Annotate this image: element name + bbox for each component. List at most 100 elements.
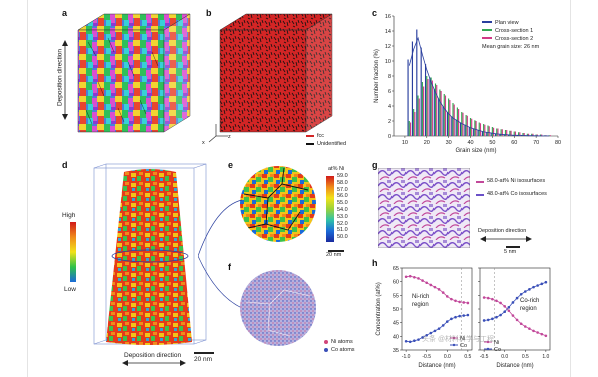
scale-label-g: 5 nm: [504, 249, 517, 255]
bar: [481, 131, 483, 136]
panel-f-legend: Ni atoms Co atoms: [324, 338, 355, 354]
bar: [514, 131, 517, 136]
bar: [469, 118, 472, 136]
y-tick-label: 0: [388, 134, 391, 140]
bar: [413, 109, 415, 136]
bar: [436, 85, 438, 136]
data-point: [425, 281, 429, 285]
bar: [508, 134, 510, 136]
panel-letter-g: g: [372, 160, 378, 170]
cbar-tick: 53.0: [337, 213, 348, 220]
deposition-arrow: [62, 40, 68, 120]
data-point: [491, 297, 494, 301]
x-tick-label: 20: [424, 140, 430, 146]
y-tick-label: 4: [388, 104, 391, 110]
legend-label: Co: [494, 347, 501, 353]
bar: [499, 134, 501, 136]
data-point: [454, 315, 457, 319]
bar: [439, 89, 441, 136]
bar: [458, 109, 460, 136]
bar: [426, 76, 428, 136]
bar: [418, 98, 420, 136]
y-tick-label: 45: [393, 321, 399, 327]
region-label: region: [412, 302, 429, 308]
data-point: [450, 297, 453, 301]
co-atoms-label: Co atoms: [331, 347, 355, 353]
data-point: [437, 288, 441, 291]
series-line: [484, 281, 547, 321]
mean-grain-size-annotation: Mean grain size: 26 nm: [482, 44, 540, 50]
data-point: [523, 290, 527, 293]
bar: [510, 130, 512, 136]
axis-z-label: z: [228, 134, 231, 140]
bar: [500, 129, 502, 136]
bar: [449, 100, 451, 136]
co-iso-label: 48.0-at% Co isosurfaces: [487, 191, 547, 197]
bar: [477, 130, 479, 136]
cbar-tick: 52.0: [337, 220, 348, 227]
x-tick-label: 30: [446, 140, 452, 146]
figure-frame: a Deposition direction: [28, 0, 570, 377]
data-point: [466, 313, 470, 317]
y-tick-label: 2: [388, 119, 391, 125]
data-point: [404, 275, 408, 279]
series-line: [406, 314, 468, 343]
data-point: [421, 336, 424, 339]
bar: [448, 98, 450, 136]
data-point: [528, 327, 531, 330]
data-point: [544, 280, 548, 284]
bar: [455, 119, 457, 136]
y-tick-label: 6: [388, 89, 391, 95]
x-tick-label: 50: [489, 140, 495, 146]
data-point: [458, 300, 461, 304]
bar: [509, 130, 511, 136]
bar: [504, 130, 507, 136]
axis-y-label: y: [220, 120, 223, 126]
region-label: Co-rich: [520, 298, 539, 304]
x-tick-label: -1.0: [402, 354, 411, 360]
data-point: [511, 301, 515, 304]
bar: [536, 134, 538, 136]
legend-marker: [486, 340, 490, 344]
panel-letter-c: c: [372, 8, 378, 18]
data-point: [421, 279, 424, 282]
bar: [440, 91, 442, 136]
y-axis-label: Number fraction (%): [374, 49, 380, 103]
data-point: [462, 314, 466, 317]
bar: [474, 120, 476, 136]
bar: [532, 133, 534, 136]
scale-bar-d: [194, 352, 214, 354]
bar: [512, 135, 514, 136]
bar: [409, 122, 412, 136]
data-point: [507, 306, 511, 309]
bar: [522, 133, 524, 136]
data-point: [499, 313, 502, 317]
x-tick-label: 40: [467, 140, 473, 146]
data-point: [417, 338, 420, 341]
y-tick-label: 50: [393, 307, 399, 313]
bar: [453, 104, 455, 136]
data-point: [441, 324, 445, 327]
scale-label-e: 20 nm: [326, 252, 342, 258]
bar: [475, 121, 477, 136]
bar: [416, 29, 418, 136]
bar: [427, 79, 429, 136]
series-line: [406, 275, 468, 304]
data-point: [441, 291, 445, 294]
fcc-legend-swatch: [306, 135, 314, 137]
bar: [443, 94, 445, 136]
data-point: [540, 282, 544, 286]
data-point: [519, 322, 523, 326]
data-point: [503, 310, 507, 314]
data-point: [528, 288, 531, 291]
bar: [526, 133, 528, 136]
legend-label: Co: [460, 343, 467, 349]
x-tick-label: 70: [533, 140, 539, 146]
bar: [424, 64, 427, 136]
bar: [464, 124, 466, 136]
bar: [488, 126, 490, 136]
bar: [429, 77, 431, 136]
legend-marker: [486, 347, 490, 351]
x-tick-label: 1.0: [542, 354, 549, 360]
data-point: [532, 329, 535, 333]
